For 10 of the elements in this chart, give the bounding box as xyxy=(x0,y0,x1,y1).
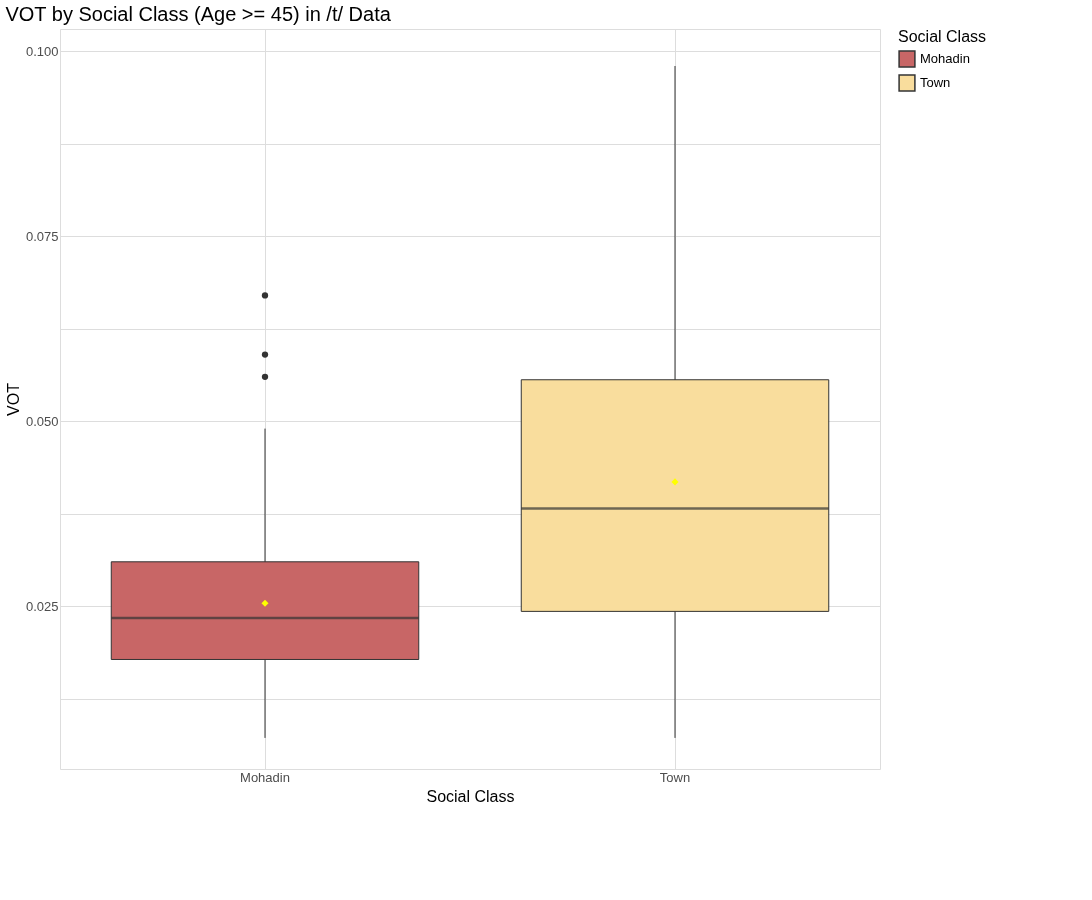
legend-label: Town xyxy=(920,75,951,90)
chart-title: VOT by Social Class (Age >= 45) in /t/ Data xyxy=(5,3,392,25)
y-tick-label: 0.050 xyxy=(25,413,59,429)
legend-label: Mohadin xyxy=(920,51,970,66)
y-tick-label: 0.075 xyxy=(25,228,59,244)
y-axis-title: VOT xyxy=(4,382,22,416)
y-tick-label: 0.100 xyxy=(25,43,59,59)
legend-title: Social Class xyxy=(898,28,987,45)
y-tick-label: 0.025 xyxy=(25,598,59,614)
x-axis-title: Social Class xyxy=(426,787,515,805)
